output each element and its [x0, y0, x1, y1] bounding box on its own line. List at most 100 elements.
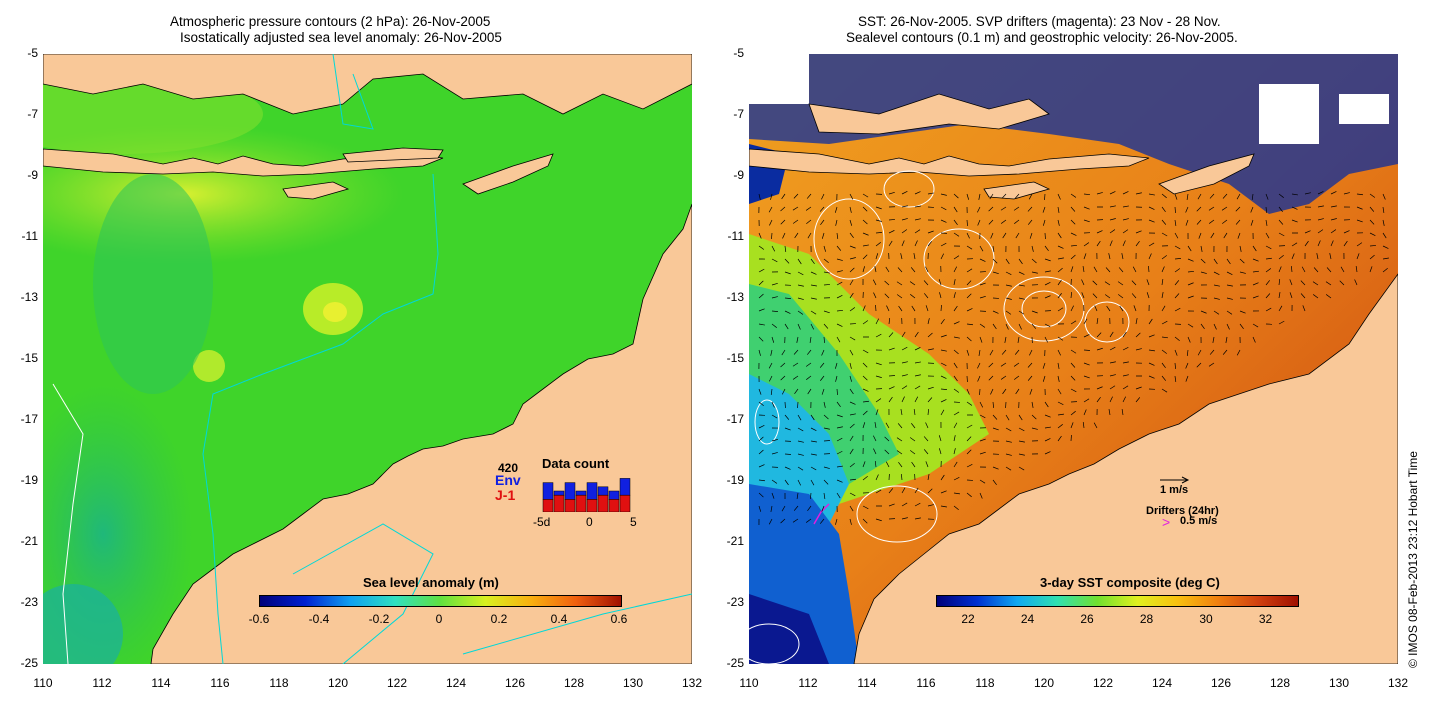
velocity-arrow: [940, 334, 947, 338]
velocity-arrow: [1109, 205, 1116, 208]
velocity-arrow: [979, 414, 986, 419]
sla-colorbar-tick: 0.6: [610, 612, 628, 626]
velocity-arrow: [1343, 230, 1350, 234]
velocity-arrow: [849, 267, 855, 273]
velocity-arrow: [806, 375, 812, 380]
j1-legend-label: J-1: [495, 487, 516, 503]
velocity-arrow: [875, 362, 882, 366]
velocity-arrow: [1301, 266, 1306, 273]
sumba-island: [983, 181, 1051, 200]
velocity-arrow: [1027, 375, 1033, 381]
velocity-arrow: [1057, 257, 1064, 260]
velocity-arrow: [1317, 205, 1324, 208]
velocity-arrow: [953, 388, 960, 393]
velocity-arrow: [1121, 253, 1124, 260]
env-bar: [597, 486, 609, 496]
velocity-arrow: [835, 518, 838, 525]
velocity-arrow: [823, 245, 826, 252]
velocity-arrow: [1185, 362, 1189, 369]
lon-tick-label: 116: [916, 676, 936, 690]
sea-level-contour: [1021, 290, 1067, 328]
velocity-arrow: [1029, 388, 1033, 395]
velocity-arrow: [1018, 258, 1023, 265]
velocity-arrow: [979, 323, 986, 328]
lat-tick-label: -25: [20, 656, 38, 670]
velocity-arrow: [1083, 375, 1090, 379]
velocity-arrow: [1015, 388, 1020, 395]
velocity-arrow: [914, 191, 921, 195]
velocity-arrow: [914, 396, 919, 403]
sst-colorbar-tick: 32: [1258, 612, 1273, 626]
velocity-arrow: [810, 323, 814, 330]
velocity-arrow: [966, 349, 970, 356]
velocity-arrow: [792, 362, 799, 367]
velocity-arrow: [1148, 242, 1155, 247]
velocity-arrow: [784, 297, 792, 299]
velocity-arrow: [836, 465, 843, 468]
velocity-arrow: [1302, 305, 1306, 312]
velocity-arrow: [1252, 323, 1259, 328]
velocity-arrow: [1135, 192, 1142, 195]
sst-colorbar-tick: 22: [961, 612, 975, 626]
velocity-arrow: [914, 331, 919, 338]
velocity-arrow: [1223, 232, 1228, 239]
velocity-arrow: [953, 461, 958, 468]
velocity-arrow: [819, 362, 825, 368]
velocity-arrow: [1265, 280, 1270, 286]
velocity-arrow: [1109, 346, 1116, 351]
velocity-arrow: [875, 219, 882, 222]
velocity-arrow: [1213, 310, 1220, 315]
velocity-arrow: [875, 474, 879, 481]
velocity-arrow: [940, 490, 947, 494]
velocity-arrow: [1044, 282, 1051, 286]
velocity-arrow: [1161, 193, 1167, 199]
velocity-arrow: [1369, 254, 1375, 260]
velocity-arrow: [769, 219, 773, 226]
lat-tick-label: -13: [20, 290, 38, 304]
velocity-arrow: [758, 323, 765, 326]
velocity-arrow: [909, 437, 916, 442]
velocity-arrow: [805, 362, 812, 367]
velocity-arrow: [1354, 279, 1358, 286]
velocity-arrow: [770, 349, 773, 356]
velocity-arrow: [806, 193, 812, 199]
velocity-arrow: [940, 304, 942, 312]
lon-tick-label: 110: [739, 676, 759, 690]
velocity-arrow: [1213, 258, 1218, 265]
velocity-arrow: [758, 245, 765, 250]
velocity-arrow: [1330, 229, 1337, 234]
velocity-arrow: [979, 401, 984, 408]
velocity-arrow: [797, 440, 804, 443]
env-bar: [586, 482, 598, 500]
velocity-arrow: [940, 474, 945, 481]
velocity-arrow: [849, 388, 854, 395]
velocity-arrow: [1174, 375, 1177, 382]
env-legend-label: Env: [495, 472, 521, 488]
velocity-arrow: [1317, 218, 1324, 221]
velocity-arrow: [1239, 258, 1245, 264]
velocity-arrow: [1222, 349, 1228, 355]
velocity-arrow: [823, 401, 826, 408]
velocity-arrow: [1200, 245, 1203, 252]
velocity-arrow: [810, 492, 812, 500]
sea-level-anomaly-map: [43, 54, 692, 664]
velocity-arrow: [1369, 219, 1375, 225]
velocity-arrow: [1083, 334, 1090, 338]
lat-tick-label: -19: [726, 473, 744, 487]
velocity-arrow: [836, 414, 843, 418]
velocity-arrow: [1174, 232, 1179, 239]
velocity-arrow: [1212, 336, 1215, 343]
velocity-arrow: [901, 487, 906, 494]
lon-tick-label: 128: [1269, 676, 1291, 690]
velocity-arrow: [1382, 219, 1385, 226]
sla-blob: [193, 350, 225, 382]
velocity-arrow: [797, 453, 804, 456]
velocity-arrow: [862, 244, 869, 247]
velocity-arrow: [1070, 320, 1077, 325]
velocity-arrow: [901, 331, 906, 338]
lon-tick-label: 114: [857, 676, 877, 690]
velocity-arrow: [836, 232, 839, 239]
lat-tick-label: -5: [27, 46, 38, 60]
velocity-arrow: [953, 266, 958, 273]
velocity-arrow: [849, 307, 856, 312]
